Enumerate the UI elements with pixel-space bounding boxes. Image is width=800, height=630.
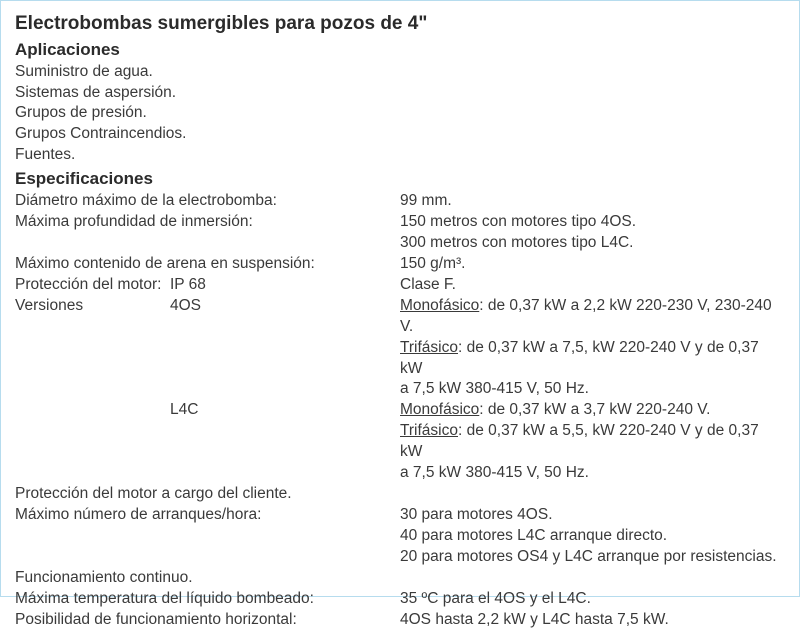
applications-heading: Aplicaciones (15, 39, 785, 62)
spec-label: Posibilidad de funcionamiento horizontal… (15, 610, 400, 630)
tri-label: Trifásico (400, 422, 458, 439)
spec-versions-l4c-tri: Trifásico: de 0,37 kW a 5,5, kW 220-240 … (15, 421, 785, 463)
version-detail: Monofásico: de 0,37 kW a 2,2 kW 220-230 … (400, 296, 785, 338)
applications-list: Suministro de agua. Sistemas de aspersió… (15, 62, 785, 167)
spec-versions-4os: Versiones 4OS Monofásico: de 0,37 kW a 2… (15, 296, 785, 338)
tri-label: Trifásico (400, 339, 458, 356)
tri-text-cont: a 7,5 kW 380-415 V, 50 Hz. (400, 379, 785, 400)
specs-heading: Especificaciones (15, 168, 785, 191)
spec-value: 300 metros con motores tipo L4C. (400, 233, 785, 254)
tri-text-cont: a 7,5 kW 380-415 V, 50 Hz. (400, 463, 785, 484)
spec-sublabel: IP 68 (170, 275, 400, 296)
mono-text: : de 0,37 kW a 3,7 kW 220-240 V. (479, 401, 710, 418)
spec-value: 30 para motores 4OS. (400, 505, 785, 526)
app-item: Sistemas de aspersión. (15, 83, 785, 104)
spec-starts-3: 20 para motores OS4 y L4C arranque por r… (15, 547, 785, 568)
app-item: Grupos Contraincendios. (15, 124, 785, 145)
spec-versions-4os-tri: Trifásico: de 0,37 kW a 7,5, kW 220-240 … (15, 338, 785, 380)
spec-value: 99 mm. (400, 191, 785, 212)
page-title: Electrobombas sumergibles para pozos de … (15, 11, 785, 37)
app-item: Suministro de agua. (15, 62, 785, 83)
spec-depth: Máxima profundidad de inmersión: 150 met… (15, 212, 785, 233)
spec-label: Versiones (15, 296, 170, 338)
spec-value: 150 g/m³. (400, 254, 785, 275)
spec-label: Máximo número de arranques/hora: (15, 505, 400, 526)
version-detail: Monofásico: de 0,37 kW a 3,7 kW 220-240 … (400, 400, 785, 421)
spec-diameter: Diámetro máximo de la electrobomba: 99 m… (15, 191, 785, 212)
spec-label: Máxima temperatura del líquido bombeado: (15, 589, 400, 610)
spec-label: Máximo contenido de arena en suspensión: (15, 254, 400, 275)
spec-horizontal: Posibilidad de funcionamiento horizontal… (15, 610, 785, 630)
spec-versions-4os-tri2: a 7,5 kW 380-415 V, 50 Hz. (15, 379, 785, 400)
spec-label: Diámetro máximo de la electrobomba: (15, 191, 400, 212)
spec-protection: Protección del motor: IP 68 Clase F. (15, 275, 785, 296)
spec-label: Protección del motor: (15, 275, 170, 296)
mono-label: Monofásico (400, 297, 479, 314)
spec-value: Clase F. (400, 275, 785, 296)
app-item: Fuentes. (15, 145, 785, 166)
spec-label: Máxima profundidad de inmersión: (15, 212, 400, 233)
spec-value: 35 ºC para el 4OS y el L4C. (400, 589, 785, 610)
spec-value: 20 para motores OS4 y L4C arranque por r… (400, 547, 785, 568)
spec-versions-l4c: L4C Monofásico: de 0,37 kW a 3,7 kW 220-… (15, 400, 785, 421)
spec-client-protection: Protección del motor a cargo del cliente… (15, 484, 785, 505)
spec-starts: Máximo número de arranques/hora: 30 para… (15, 505, 785, 526)
version-detail: Trifásico: de 0,37 kW a 7,5, kW 220-240 … (400, 338, 785, 380)
mono-label: Monofásico (400, 401, 479, 418)
spec-temp: Máxima temperatura del líquido bombeado:… (15, 589, 785, 610)
spec-value: 40 para motores L4C arranque directo. (400, 526, 785, 547)
spec-value: 150 metros con motores tipo 4OS. (400, 212, 785, 233)
spec-continuous: Funcionamiento continuo. (15, 568, 785, 589)
version-name: L4C (170, 400, 400, 421)
app-item: Grupos de presión. (15, 103, 785, 124)
spec-sand: Máximo contenido de arena en suspensión:… (15, 254, 785, 275)
spec-starts-2: 40 para motores L4C arranque directo. (15, 526, 785, 547)
spec-versions-l4c-tri2: a 7,5 kW 380-415 V, 50 Hz. (15, 463, 785, 484)
spec-value: 4OS hasta 2,2 kW y L4C hasta 7,5 kW. (400, 610, 785, 630)
version-detail: Trifásico: de 0,37 kW a 5,5, kW 220-240 … (400, 421, 785, 463)
spec-sheet: Electrobombas sumergibles para pozos de … (0, 0, 800, 597)
version-name: 4OS (170, 296, 400, 338)
spec-depth-2: 300 metros con motores tipo L4C. (15, 233, 785, 254)
